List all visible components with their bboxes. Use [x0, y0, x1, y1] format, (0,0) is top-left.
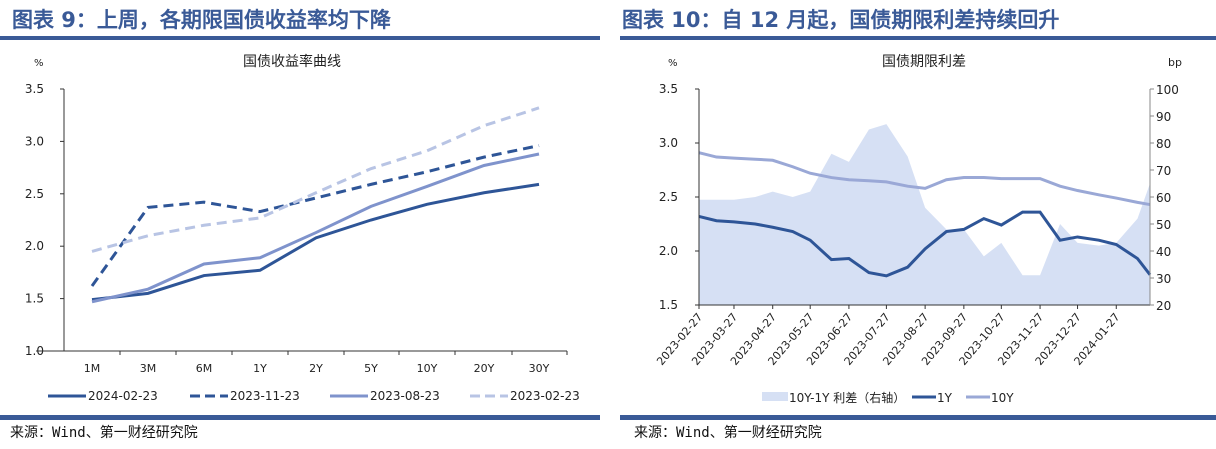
y-tick-label: 2.0 — [659, 244, 678, 258]
y2-axis-unit: bp — [1168, 56, 1182, 69]
y2-tick-label: 30 — [1156, 272, 1171, 286]
y-tick-label: 3.5 — [25, 82, 44, 96]
y-tick-label: 2.0 — [25, 239, 44, 253]
x-tick-label: 3M — [140, 362, 157, 375]
x-tick-label: 10Y — [417, 362, 438, 375]
legend-label: 2024-02-23 — [88, 389, 158, 403]
left-heading: 图表 9：上周，各期限国债收益率均下降 — [12, 8, 391, 32]
x-tick-label: 2Y — [309, 362, 323, 375]
y-tick-label: 3.0 — [25, 134, 44, 148]
y2-tick-label: 90 — [1156, 110, 1171, 124]
heading-rule — [0, 36, 600, 40]
y-tick-label: 2.5 — [25, 187, 44, 201]
series-line-2023-02-23 — [91, 106, 540, 253]
x-tick-label: 20Y — [474, 362, 495, 375]
series-line-2023-11-23 — [90, 144, 540, 287]
right-panel: 图表 10：自 12 月起，国债期限利差持续回升 国债期限利差% bp 1.5 2.0… — [608, 0, 1216, 449]
y2-tick-label: 50 — [1156, 218, 1171, 232]
y-tick-label: 1.5 — [25, 292, 44, 306]
y-tick-label: 3.5 — [659, 82, 678, 96]
series-line-1Y — [698, 210, 1152, 278]
series-line-2024-02-23 — [91, 182, 540, 302]
x-tick-label: 1Y — [253, 362, 267, 375]
y-tick-label: 3.0 — [659, 136, 678, 150]
y2-tick-label: 60 — [1156, 191, 1171, 205]
source-rule — [620, 415, 1216, 420]
y-axis-unit: % — [34, 58, 44, 69]
y2-tick-label: 40 — [1156, 245, 1171, 259]
x-tick-label: 6M — [196, 362, 213, 375]
legend-label: 10Y — [991, 391, 1014, 405]
term-spread-chart: 国债期限利差% bp 1.5 2.0 2.5 3.0 3.5 20 30 40 50 60 70 80 90… — [654, 54, 1182, 405]
left-source: 来源：Wind、第一财经研究院 — [10, 425, 198, 441]
y-tick-label: 1.0 — [25, 344, 44, 358]
x-tick-label: 5Y — [364, 362, 378, 375]
x-tick-label: 1M — [84, 362, 101, 375]
y-tick-label: 1.5 — [659, 298, 678, 312]
left-panel: 图表 9：上周，各期限国债收益率均下降 国债收益率曲线% 1.0 1.5 2.0 2.5… — [0, 0, 600, 449]
series-line-2023-08-23 — [91, 152, 540, 304]
y-tick-label: 2.5 — [659, 190, 678, 204]
yield-curve-chart: 国债收益率曲线% 1.0 1.5 2.0 2.5 3.0 3.5 1M 3M 6M 1Y 2Y 5Y 10… — [25, 53, 580, 403]
chart-title: 国债期限利差 — [882, 54, 966, 70]
y2-tick-label: 100 — [1156, 83, 1179, 97]
series-line-10Y — [698, 151, 1151, 207]
y2-tick-label: 80 — [1156, 137, 1171, 151]
legend-label: 2023-11-23 — [230, 389, 300, 403]
y2-tick-label: 20 — [1156, 299, 1171, 313]
source-rule — [0, 415, 600, 420]
legend-label: 2023-08-23 — [370, 389, 440, 403]
chart-title: 国债收益率曲线 — [243, 53, 341, 70]
x-tick-label: 30Y — [529, 362, 550, 375]
legend-label: 2023-02-23 — [510, 389, 580, 403]
right-heading: 图表 10：自 12 月起，国债期限利差持续回升 — [622, 8, 1060, 32]
legend-label: 1Y — [937, 391, 953, 405]
y-axis-unit: % — [668, 58, 678, 69]
legend-swatch — [762, 392, 788, 401]
y2-tick-label: 70 — [1156, 164, 1171, 178]
spread-area — [699, 124, 1150, 305]
heading-rule — [620, 36, 1216, 40]
right-source: 来源：Wind、第一财经研究院 — [634, 425, 822, 441]
legend-label: 10Y-1Y 利差（右轴） — [789, 390, 905, 405]
